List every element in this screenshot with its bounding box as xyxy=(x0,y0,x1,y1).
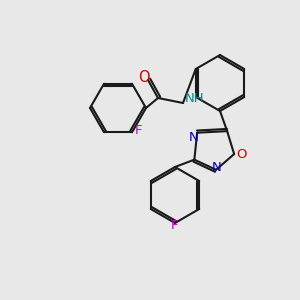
Text: N: N xyxy=(188,131,198,144)
Text: NH: NH xyxy=(185,92,205,105)
Text: O: O xyxy=(236,148,246,160)
Text: F: F xyxy=(135,124,142,137)
Text: O: O xyxy=(138,70,150,85)
Text: F: F xyxy=(171,219,179,232)
Text: N: N xyxy=(212,161,222,174)
